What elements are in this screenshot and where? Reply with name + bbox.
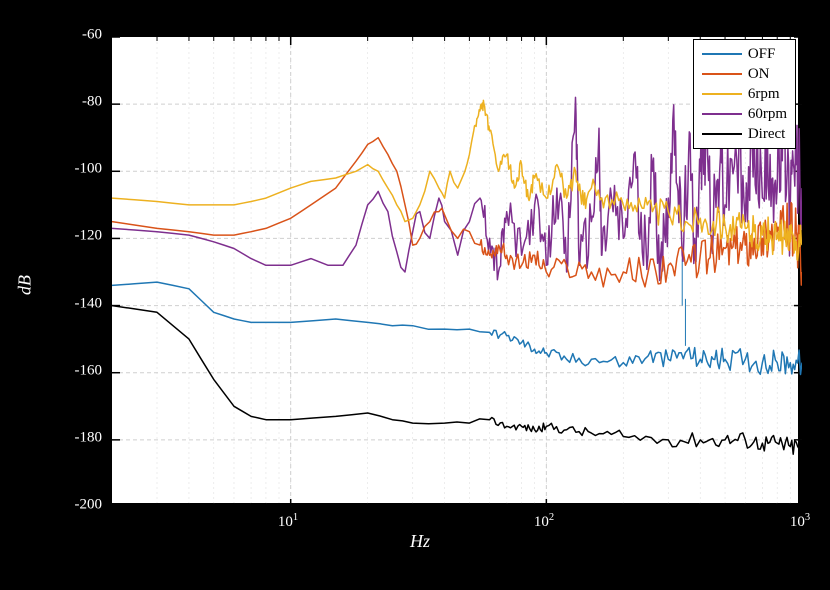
xtick-label: 103 [790,512,810,531]
legend-swatch [702,133,742,135]
ytick-label: -200 [75,497,103,514]
chart-container: -60 -80 -100 -120 -140 -160 -180 -200 10… [30,20,810,550]
legend-item-direct: Direct [702,124,787,144]
legend-label: Direct [748,126,785,143]
xtick-label: 101 [278,512,298,531]
legend-swatch [702,113,742,115]
legend-label: 60rpm [748,106,787,123]
ytick-label: -160 [75,362,103,379]
xtick-label: 102 [534,512,554,531]
plot-area: OFF ON 6rpm 60rpm Direct [110,35,800,505]
ytick-label: -100 [75,161,103,178]
legend-label: 6rpm [748,86,780,103]
legend-swatch [702,53,742,55]
x-axis-label: Hz [410,531,430,552]
ytick-label: -60 [82,27,102,44]
y-axis-label: dB [15,275,36,295]
legend-item-on: ON [702,64,787,84]
x-axis-ticks: 101 102 103 [110,512,800,532]
legend-item-off: OFF [702,44,787,64]
ytick-label: -180 [75,429,103,446]
ytick-label: -120 [75,228,103,245]
legend-label: ON [748,66,770,83]
legend: OFF ON 6rpm 60rpm Direct [693,39,796,149]
ytick-label: -140 [75,295,103,312]
legend-label: OFF [748,46,776,63]
ytick-label: -80 [82,94,102,111]
legend-item-60rpm: 60rpm [702,104,787,124]
legend-item-6rpm: 6rpm [702,84,787,104]
legend-swatch [702,73,742,75]
legend-swatch [702,93,742,95]
y-axis-ticks: -60 -80 -100 -120 -140 -160 -180 -200 [30,35,102,505]
